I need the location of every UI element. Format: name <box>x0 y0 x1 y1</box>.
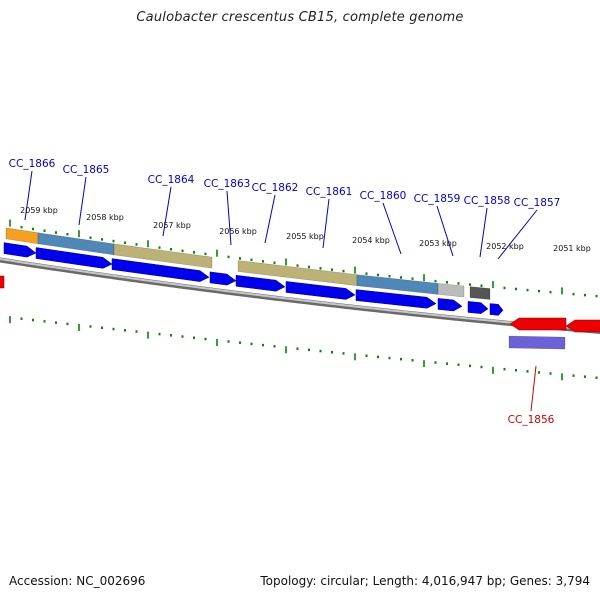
scale-label: 2056 kbp <box>219 227 257 236</box>
gene-label: CC_1857 <box>514 197 561 209</box>
scale-label: 2054 kbp <box>352 236 390 245</box>
gene-label: CC_1864 <box>148 174 195 186</box>
cds-arrow <box>285 281 356 300</box>
scale-label: 2055 kbp <box>286 232 324 241</box>
gene-label: CC_1859 <box>414 193 461 205</box>
cds-arrow <box>355 289 437 309</box>
feature-segment <box>508 335 566 350</box>
leader-line <box>436 205 454 257</box>
leader-line <box>24 170 33 221</box>
gene-label: CC_1858 <box>464 195 511 207</box>
cds-arrow <box>209 271 237 286</box>
cds-arrow <box>111 258 210 282</box>
cds-arrow <box>35 247 113 269</box>
leader-line <box>382 202 402 255</box>
leader-line <box>162 186 172 237</box>
feature-track <box>5 227 566 350</box>
tick-track-lower <box>9 316 598 381</box>
cds-arrow <box>467 301 489 314</box>
scale-label: 2059 kbp <box>20 206 58 215</box>
label-leaders <box>24 170 538 412</box>
backbone-group <box>0 257 600 334</box>
cds-arrow <box>437 298 463 312</box>
cds-arrow <box>565 319 600 333</box>
gene-label: CC_1862 <box>252 182 299 194</box>
leader-line <box>497 209 538 260</box>
leader-line <box>264 194 276 244</box>
cds-arrow <box>0 275 5 289</box>
gene-label: CC_1866 <box>9 158 56 170</box>
feature-segment <box>5 227 39 245</box>
accession-text: Accession: NC_002696 <box>9 574 146 588</box>
genome-summary-text: Topology: circular; Length: 4,016,947 bp… <box>260 574 590 588</box>
backbone-highlight <box>0 257 600 332</box>
gene-labels: CC_1866 CC_1865 CC_1864 CC_1863 CC_1862 CC_18… <box>9 158 561 426</box>
map-title: Caulobacter crescentus CB15, complete ge… <box>136 10 464 25</box>
cds-arrow <box>509 317 567 331</box>
cds-arrow <box>489 303 504 316</box>
cds-arrow <box>235 274 286 292</box>
scale-label: 2053 kbp <box>419 239 457 248</box>
cds-arrow <box>3 242 37 258</box>
scale-label: 2058 kbp <box>86 213 124 222</box>
feature-segment <box>437 283 465 298</box>
gene-label: CC_1860 <box>360 190 407 202</box>
scale-labels: 2059 kbp 2058 kbp 2057 kbp 2056 kbp 2055 kbp… <box>20 206 591 253</box>
scale-label: 2057 kbp <box>153 221 191 230</box>
tick-track-upper <box>9 219 598 298</box>
gene-label: CC_1865 <box>63 164 110 176</box>
cds-track <box>0 242 600 333</box>
gene-label: CC_1856 <box>508 414 555 426</box>
leader-line <box>226 190 232 246</box>
scale-label: 2051 kbp <box>553 244 591 253</box>
leader-line <box>479 207 488 258</box>
leader-line <box>322 198 330 249</box>
scale-label: 2052 kbp <box>486 242 524 251</box>
feature-segment <box>113 243 213 269</box>
leader-line <box>78 176 87 226</box>
gene-label: CC_1863 <box>204 178 251 190</box>
feature-segment <box>469 286 491 300</box>
leader-line <box>530 365 537 412</box>
gene-label: CC_1861 <box>306 186 353 198</box>
